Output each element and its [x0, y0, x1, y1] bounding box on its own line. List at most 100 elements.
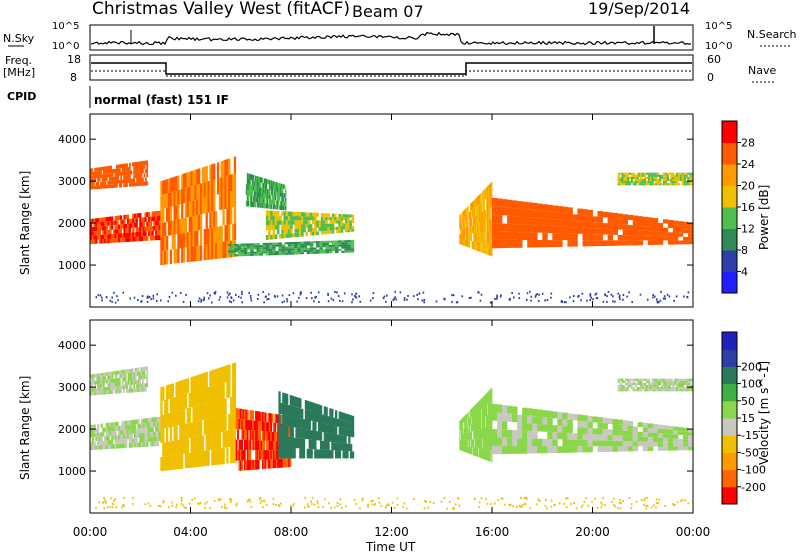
- nsearch-label: N.Search: [747, 28, 797, 41]
- power-colorbar-segment: [722, 228, 737, 251]
- velocity-colorbar-tick: 50: [741, 395, 755, 408]
- power-ytick-label: 2000: [58, 217, 86, 230]
- velocity-colorbar: -200 -100 -50 -15 15 50 100 200: [721, 331, 766, 505]
- cpid-label: CPID: [7, 90, 36, 103]
- power-colorbar-segment: [722, 207, 737, 229]
- power-band-7: [492, 197, 694, 249]
- velocity-y-axis: 1000 2000 3000 4000: [58, 339, 693, 478]
- power-band-2: [160, 156, 237, 266]
- freq-tick-bottom: 8: [70, 71, 77, 84]
- power-ytick-label: 4000: [58, 133, 86, 146]
- power-colorbar-tick: 20: [741, 180, 755, 193]
- velocity-colorbar-segment: [722, 452, 737, 471]
- date-label: 19/Sep/2014: [588, 0, 690, 18]
- nsearch-tick-top: 10^5: [705, 21, 732, 32]
- velocity-ytick-label: 2000: [58, 423, 86, 436]
- time-x-axis: 00:00 04:00 08:00 12:00 16:00 20:00 00:00: [73, 114, 711, 539]
- x-tick-label: 00:00: [73, 525, 108, 539]
- power-colorbar-tick: 24: [741, 158, 755, 171]
- velocity-ytick-label: 3000: [58, 381, 86, 394]
- velocity-colorbar-label: Velocity [m s^-1]: [757, 361, 771, 465]
- x-tick-label: 04:00: [173, 525, 208, 539]
- velocity-colorbar-segment: [722, 332, 737, 350]
- power-colorbar-segment: [722, 250, 737, 272]
- power-band-1: [90, 160, 149, 190]
- velocity-band-7: [617, 378, 694, 392]
- cpid-text: normal (fast) 151 IF: [94, 93, 229, 107]
- velocity-colorbar-tick: 15: [741, 412, 755, 425]
- velocity-colorbar-segment: [722, 383, 737, 402]
- velocity-band-0: [90, 416, 161, 451]
- station-title: Christmas Valley West (fitACF): [92, 0, 350, 19]
- x-tick-label: 12:00: [374, 525, 409, 539]
- velocity-colorbar-tick: -15: [741, 429, 759, 442]
- power-ground-scatter: [95, 290, 690, 304]
- power-colorbar-tick: 28: [741, 137, 755, 150]
- power-colorbar-tick: 8: [741, 244, 748, 257]
- velocity-colorbar-segment: [722, 400, 737, 419]
- velocity-colorbar-segment: [722, 349, 737, 367]
- nave-trace: [91, 70, 692, 77]
- freq-panel: [89, 54, 694, 81]
- freq-label: Freq.: [5, 54, 32, 67]
- x-tick-label: 00:00: [676, 525, 711, 539]
- nsky-tick-top: 10^5: [52, 21, 79, 32]
- velocity-band-5: [459, 388, 493, 463]
- freq-unit: [MHz]: [3, 66, 35, 79]
- power-band-8: [617, 172, 694, 186]
- x-tick-label: 08:00: [274, 525, 309, 539]
- velocity-colorbar-segment: [722, 418, 737, 436]
- power-band-0: [90, 210, 161, 245]
- freq-tick-top: 18: [67, 53, 81, 66]
- power-colorbar-tick: 12: [741, 223, 755, 236]
- velocity-band-2: [160, 362, 237, 472]
- velocity-colorbar-segment: [722, 435, 737, 453]
- nave-label: Nave: [748, 64, 776, 77]
- power-band-5: [245, 173, 287, 211]
- nave-tick-bottom: 0: [707, 71, 714, 84]
- nsky-panel: [89, 24, 694, 51]
- velocity-ground-scatter: [95, 496, 690, 510]
- x-tick-label: 20:00: [575, 525, 610, 539]
- velocity-band-6: [492, 403, 694, 455]
- nsky-tick-bottom: 10^0: [52, 41, 79, 52]
- power-ytick-label: 3000: [58, 175, 86, 188]
- power-heatmap: [90, 156, 694, 304]
- velocity-colorbar-tick: -50: [741, 446, 759, 459]
- x-tick-label: 16:00: [475, 525, 510, 539]
- power-colorbar-tick: 4: [741, 266, 748, 279]
- power-colorbar: 4 8 12 16 20 24 28: [721, 120, 755, 294]
- power-band-4: [265, 210, 355, 240]
- x-axis-title: Time UT: [365, 540, 416, 554]
- velocity-heatmap: [90, 362, 694, 510]
- velocity-band-4: [278, 391, 355, 459]
- velocity-colorbar-segment: [722, 469, 737, 488]
- velocity-colorbar-segment: [722, 486, 737, 505]
- power-colorbar-segment: [722, 121, 737, 143]
- power-panel-frame: [89, 113, 694, 308]
- velocity-colorbar-tick: -100: [741, 464, 766, 477]
- velocity-colorbar-tick: 100: [741, 378, 762, 391]
- power-colorbar-label: Power [dB]: [757, 185, 771, 250]
- velocity-band-1: [90, 366, 149, 396]
- power-colorbar-segment: [722, 164, 737, 186]
- power-colorbar-segment: [722, 271, 737, 294]
- power-colorbar-tick: 16: [741, 201, 755, 214]
- velocity-colorbar-tick: -200: [741, 481, 766, 494]
- power-ylabel: Slant Range [km]: [18, 171, 32, 275]
- power-ytick-label: 1000: [58, 259, 86, 272]
- beam-label: Beam 07: [352, 2, 424, 21]
- power-colorbar-segment: [722, 185, 737, 208]
- nsearch-tick-bottom: 10^0: [705, 41, 732, 52]
- power-band-3: [228, 240, 355, 257]
- velocity-ylabel: Slant Range [km]: [18, 376, 32, 480]
- velocity-ytick-label: 1000: [58, 465, 86, 478]
- velocity-ytick-label: 4000: [58, 339, 86, 352]
- nsky-trace: [90, 26, 692, 46]
- power-band-6: [459, 182, 493, 257]
- power-colorbar-segment: [722, 142, 737, 165]
- nsky-label: N.Sky: [3, 32, 35, 45]
- nave-tick-top: 60: [707, 53, 721, 66]
- power-y-axis: 1000 2000 3000 4000: [58, 133, 693, 272]
